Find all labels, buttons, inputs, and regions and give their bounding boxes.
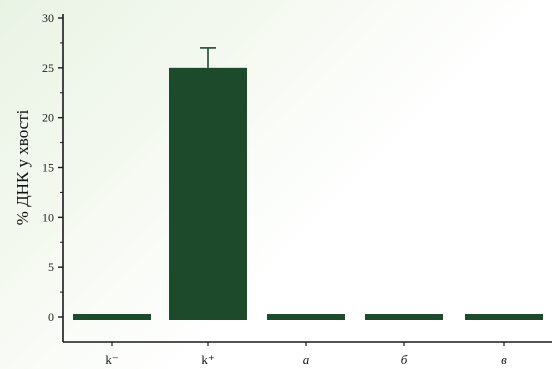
x-category-label: k⁺ — [201, 352, 214, 367]
y-tick-label: 15 — [42, 161, 54, 175]
bar — [465, 314, 543, 320]
bars-group — [73, 67, 543, 320]
x-category-label: k⁻ — [105, 352, 118, 367]
bar — [267, 314, 345, 320]
y-tick-label: 30 — [42, 11, 54, 25]
y-ticks-group: 0 5 10 15 20 25 30 — [42, 11, 63, 324]
y-tick-label: 25 — [42, 61, 54, 75]
bar — [73, 314, 151, 320]
error-bars-group — [200, 47, 216, 68]
y-tick-label: 5 — [48, 260, 54, 274]
bar — [365, 314, 443, 320]
x-category-label: а — [303, 352, 310, 367]
x-category-label: б — [401, 352, 408, 367]
y-tick-label: 20 — [42, 111, 54, 125]
y-tick-label: 10 — [42, 210, 54, 224]
x-categories-group: k⁻ k⁺ а б в — [105, 342, 507, 367]
y-axis-label: % ДНК у хвості — [13, 109, 32, 225]
x-category-label: в — [501, 352, 507, 367]
bar — [169, 67, 247, 320]
y-tick-label: 0 — [48, 310, 54, 324]
